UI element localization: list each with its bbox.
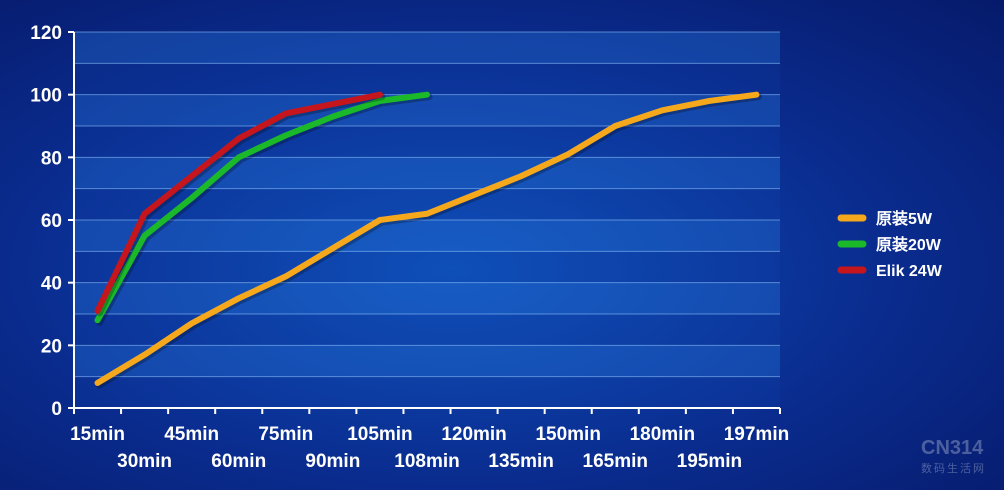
plot-band	[74, 345, 780, 377]
y-tick-label: 20	[41, 336, 62, 357]
plot-band	[74, 220, 780, 252]
plot-band	[74, 314, 780, 346]
plot-band	[74, 376, 780, 408]
y-tick-label: 40	[41, 274, 62, 295]
x-tick-label: 108min	[394, 451, 459, 472]
x-tick-label: 15min	[70, 424, 125, 445]
plot-band	[74, 126, 780, 158]
plot-band	[74, 282, 780, 314]
gridlines	[74, 31, 780, 378]
x-tick-label: 90min	[305, 451, 360, 472]
watermark-text: CN314	[921, 437, 984, 459]
series-line	[94, 91, 430, 324]
y-tick-label: 0	[51, 399, 62, 420]
x-tick-label: 180min	[630, 424, 695, 445]
x-tick-label: 135min	[488, 451, 553, 472]
watermark: CN314 数码生活网	[921, 437, 986, 476]
y-tick-label: 120	[30, 23, 62, 44]
y-tick-label: 80	[41, 148, 62, 169]
series-line	[94, 91, 383, 314]
x-tick-label: 120min	[441, 424, 506, 445]
plot-band	[74, 32, 780, 64]
plot-bands	[74, 32, 780, 408]
x-tick-label: 195min	[677, 451, 742, 472]
plot-band	[74, 251, 780, 283]
legend-label: 原装20W	[876, 235, 942, 254]
x-tick-label: 197min	[724, 424, 789, 445]
x-tick-labels: 15min 30min 45min 60min 75min 90min 105min 108m…	[70, 424, 789, 472]
watermark-subtext: 数码生活网	[921, 463, 986, 475]
legend-label: 原装5W	[876, 209, 933, 228]
x-tick-label: 75min	[258, 424, 313, 445]
legend-label: Elik 24W	[876, 263, 943, 280]
legend: 原装5W 原装20W Elik 24W	[837, 209, 943, 280]
x-tick-label: 30min	[117, 451, 172, 472]
x-tick-label: 150min	[535, 424, 600, 445]
axes	[68, 31, 781, 414]
x-tick-label: 60min	[211, 451, 266, 472]
plot-band	[74, 63, 780, 95]
x-tick-label: 105min	[347, 424, 412, 445]
y-tick-labels: 0 20 40 60 80 100 120	[30, 23, 62, 420]
series-line	[94, 91, 760, 386]
y-tick-label: 60	[41, 211, 62, 232]
x-tick-label: 45min	[164, 424, 219, 445]
x-tick-label: 165min	[583, 451, 648, 472]
series-lines	[94, 91, 762, 389]
y-tick-label: 100	[30, 86, 62, 107]
